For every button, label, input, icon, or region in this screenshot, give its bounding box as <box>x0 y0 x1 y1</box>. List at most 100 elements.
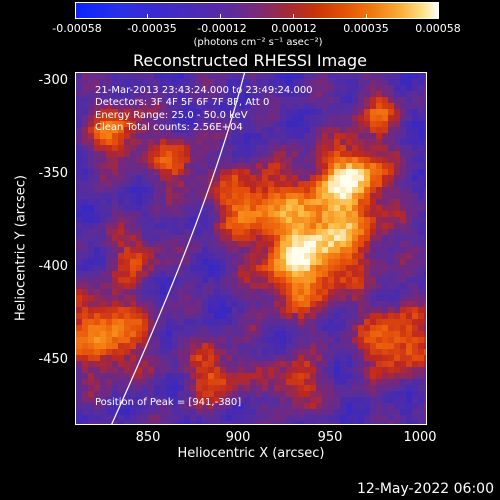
colorbar-tick <box>147 14 148 19</box>
heatmap-cell <box>358 223 364 229</box>
heatmap-cell <box>358 247 364 253</box>
heatmap-cell <box>142 283 148 289</box>
heatmap-cell <box>394 109 400 115</box>
heatmap-cell <box>412 139 418 145</box>
heatmap-cell <box>352 205 358 211</box>
heatmap-cell <box>220 367 226 373</box>
heatmap-cell <box>142 253 148 259</box>
heatmap-cell <box>106 199 112 205</box>
heatmap-cell <box>298 223 304 229</box>
heatmap-cell <box>190 307 196 313</box>
heatmap-cell <box>310 331 316 337</box>
heatmap-cell <box>412 271 418 277</box>
heatmap-cell <box>130 79 136 85</box>
heatmap-cell <box>112 109 118 115</box>
heatmap-cell <box>172 217 178 223</box>
heatmap-cell <box>376 397 382 403</box>
heatmap-cell <box>358 115 364 121</box>
heatmap-cell <box>376 187 382 193</box>
heatmap-cell <box>112 145 118 151</box>
heatmap-cell <box>322 337 328 343</box>
heatmap-cell <box>124 193 130 199</box>
heatmap-cell <box>304 139 310 145</box>
heatmap-cell <box>130 355 136 361</box>
heatmap-cell <box>142 421 148 424</box>
heatmap-cell <box>130 91 136 97</box>
heatmap-cell <box>346 349 352 355</box>
heatmap-cell <box>232 121 238 127</box>
heatmap-cell <box>352 301 358 307</box>
heatmap-cell <box>112 283 118 289</box>
heatmap-cell <box>232 193 238 199</box>
heatmap-cell <box>226 313 232 319</box>
heatmap-cell <box>226 181 232 187</box>
heatmap-cell <box>334 109 340 115</box>
heatmap-cell <box>424 391 426 397</box>
heatmap-cell <box>220 355 226 361</box>
heatmap-cell <box>328 325 334 331</box>
heatmap-cell <box>364 331 370 337</box>
heatmap-cell <box>136 151 142 157</box>
heatmap-cell <box>256 193 262 199</box>
heatmap-cell <box>328 271 334 277</box>
heatmap-cell <box>280 409 286 415</box>
heatmap-cell <box>370 253 376 259</box>
heatmap-cell <box>220 79 226 85</box>
heatmap-cell <box>94 253 100 259</box>
heatmap-cell <box>352 253 358 259</box>
heatmap-cell <box>322 163 328 169</box>
heatmap-cell <box>142 229 148 235</box>
heatmap-cell <box>220 235 226 241</box>
heatmap-cell <box>178 247 184 253</box>
heatmap-cell <box>388 187 394 193</box>
heatmap-cell <box>118 361 124 367</box>
heatmap-cell <box>220 121 226 127</box>
heatmap-cell <box>382 379 388 385</box>
heatmap-cell <box>328 187 334 193</box>
heatmap-cell <box>100 115 106 121</box>
heatmap-cell <box>298 415 304 421</box>
heatmap-cell <box>352 331 358 337</box>
heatmap-cell <box>232 211 238 217</box>
heatmap-cell <box>316 127 322 133</box>
heatmap-cell <box>220 229 226 235</box>
heatmap-cell <box>346 169 352 175</box>
heatmap-cell <box>280 373 286 379</box>
heatmap-cell <box>352 169 358 175</box>
heatmap-cell <box>88 277 94 283</box>
heatmap-cell <box>238 301 244 307</box>
heatmap-cell <box>370 409 376 415</box>
heatmap-cell <box>256 355 262 361</box>
heatmap-cell <box>370 355 376 361</box>
heatmap-cell <box>154 337 160 343</box>
heatmap-cell <box>238 373 244 379</box>
heatmap-cell <box>304 79 310 85</box>
heatmap-cell <box>184 289 190 295</box>
heatmap-cell <box>232 343 238 349</box>
heatmap-cell <box>388 367 394 373</box>
heatmap-cell <box>274 151 280 157</box>
heatmap-cell <box>94 91 100 97</box>
heatmap-cell <box>328 235 334 241</box>
heatmap-cell <box>268 241 274 247</box>
heatmap-cell <box>322 349 328 355</box>
heatmap-cell <box>76 109 82 115</box>
heatmap-cell <box>124 205 130 211</box>
heatmap-cell <box>166 397 172 403</box>
heatmap-cell <box>292 337 298 343</box>
heatmap-cell <box>178 277 184 283</box>
heatmap-cell <box>310 229 316 235</box>
heatmap-cell <box>184 361 190 367</box>
heatmap-cell <box>280 85 286 91</box>
heatmap-cell <box>148 301 154 307</box>
heatmap-cell <box>232 271 238 277</box>
heatmap-cell <box>190 319 196 325</box>
heatmap-cell <box>406 247 412 253</box>
heatmap-cell <box>322 241 328 247</box>
heatmap-cell <box>166 133 172 139</box>
heatmap-cell <box>172 103 178 109</box>
heatmap-cell <box>388 391 394 397</box>
heatmap-cell <box>130 235 136 241</box>
heatmap-cell <box>280 181 286 187</box>
heatmap-cell <box>358 133 364 139</box>
